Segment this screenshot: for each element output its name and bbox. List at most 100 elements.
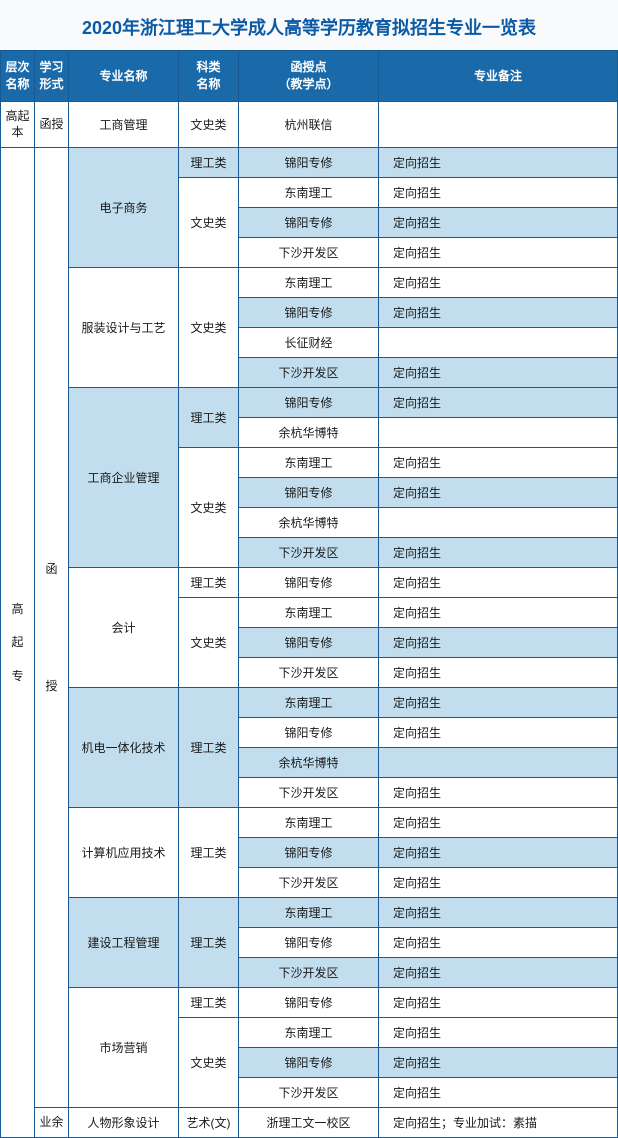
cell-category: 文史类 xyxy=(179,448,239,568)
cell-note: 定向招生 xyxy=(379,628,618,658)
cell-location: 余杭华博特 xyxy=(239,748,379,778)
cell-level: 高起本 xyxy=(1,101,35,148)
cell-location: 东南理工 xyxy=(239,688,379,718)
cell-note: 定向招生 xyxy=(379,658,618,688)
cell-category: 理工类 xyxy=(179,808,239,898)
th-level: 层次名称 xyxy=(1,51,35,102)
cell-major: 服装设计与工艺 xyxy=(69,268,179,388)
cell-note: 定向招生 xyxy=(379,898,618,928)
cell-location: 锦阳专修 xyxy=(239,718,379,748)
cell-location: 锦阳专修 xyxy=(239,628,379,658)
cell-category: 文史类 xyxy=(179,178,239,268)
cell-note: 定向招生 xyxy=(379,1048,618,1078)
cell-note: 定向招生 xyxy=(379,958,618,988)
th-form: 学习形式 xyxy=(35,51,69,102)
page-title: 2020年浙江理工大学成人高等学历教育拟招生专业一览表 xyxy=(0,0,618,50)
table-row: 服装设计与工艺文史类东南理工定向招生 xyxy=(1,268,618,298)
cell-location: 下沙开发区 xyxy=(239,1078,379,1108)
cell-note: 定向招生 xyxy=(379,208,618,238)
cell-location: 余杭华博特 xyxy=(239,508,379,538)
cell-location: 锦阳专修 xyxy=(239,838,379,868)
cell-note: 定向招生 xyxy=(379,868,618,898)
cell-location: 锦阳专修 xyxy=(239,388,379,418)
cell-note: 定向招生 xyxy=(379,538,618,568)
cell-form: 函 授 xyxy=(35,148,69,1108)
cell-location: 下沙开发区 xyxy=(239,358,379,388)
cell-location: 浙理工文一校区 xyxy=(239,1108,379,1138)
cell-major: 会计 xyxy=(69,568,179,688)
cell-note: 定向招生 xyxy=(379,238,618,268)
cell-location: 锦阳专修 xyxy=(239,478,379,508)
cell-note xyxy=(379,748,618,778)
cell-location: 余杭华博特 xyxy=(239,418,379,448)
cell-note: 定向招生；专业加试：素描 xyxy=(379,1108,618,1138)
cell-location: 下沙开发区 xyxy=(239,868,379,898)
cell-location: 东南理工 xyxy=(239,178,379,208)
cell-note: 定向招生 xyxy=(379,178,618,208)
table-row: 计算机应用技术理工类东南理工定向招生 xyxy=(1,808,618,838)
cell-location: 下沙开发区 xyxy=(239,238,379,268)
cell-location: 锦阳专修 xyxy=(239,1048,379,1078)
cell-note: 定向招生 xyxy=(379,598,618,628)
cell-category: 理工类 xyxy=(179,568,239,598)
cell-note: 定向招生 xyxy=(379,388,618,418)
cell-major: 人物形象设计 xyxy=(69,1108,179,1138)
cell-note xyxy=(379,508,618,538)
cell-location: 锦阳专修 xyxy=(239,988,379,1018)
table-row: 工商企业管理理工类锦阳专修定向招生 xyxy=(1,388,618,418)
cell-major: 工商企业管理 xyxy=(69,388,179,568)
cell-location: 下沙开发区 xyxy=(239,778,379,808)
majors-table: 层次名称 学习形式 专业名称 科类名称 函授点（教学点） 专业备注 高起本函授工… xyxy=(0,50,618,1138)
cell-major: 计算机应用技术 xyxy=(69,808,179,898)
table-header-row: 层次名称 学习形式 专业名称 科类名称 函授点（教学点） 专业备注 xyxy=(1,51,618,102)
cell-location: 东南理工 xyxy=(239,1018,379,1048)
cell-note: 定向招生 xyxy=(379,808,618,838)
cell-note: 定向招生 xyxy=(379,778,618,808)
cell-category: 理工类 xyxy=(179,898,239,988)
cell-note: 定向招生 xyxy=(379,478,618,508)
cell-major: 电子商务 xyxy=(69,148,179,268)
table-row: 会计理工类锦阳专修定向招生 xyxy=(1,568,618,598)
cell-major: 工商管理 xyxy=(69,101,179,148)
cell-location: 杭州联信 xyxy=(239,101,379,148)
cell-note: 定向招生 xyxy=(379,298,618,328)
cell-category: 文史类 xyxy=(179,1018,239,1108)
table-row: 业余人物形象设计艺术(文)浙理工文一校区定向招生；专业加试：素描 xyxy=(1,1108,618,1138)
th-note: 专业备注 xyxy=(379,51,618,102)
cell-note: 定向招生 xyxy=(379,148,618,178)
cell-note: 定向招生 xyxy=(379,268,618,298)
cell-category: 理工类 xyxy=(179,688,239,808)
cell-location: 东南理工 xyxy=(239,268,379,298)
table-row: 建设工程管理理工类东南理工定向招生 xyxy=(1,898,618,928)
cell-note xyxy=(379,418,618,448)
cell-major: 建设工程管理 xyxy=(69,898,179,988)
cell-location: 锦阳专修 xyxy=(239,148,379,178)
cell-note: 定向招生 xyxy=(379,1078,618,1108)
table-row: 高起本函授工商管理文史类杭州联信 xyxy=(1,101,618,148)
cell-note: 定向招生 xyxy=(379,568,618,598)
cell-note: 定向招生 xyxy=(379,1018,618,1048)
th-major: 专业名称 xyxy=(69,51,179,102)
cell-location: 锦阳专修 xyxy=(239,928,379,958)
cell-category: 理工类 xyxy=(179,148,239,178)
cell-note: 定向招生 xyxy=(379,358,618,388)
cell-location: 东南理工 xyxy=(239,598,379,628)
cell-location: 长征财经 xyxy=(239,328,379,358)
cell-category: 艺术(文) xyxy=(179,1108,239,1138)
cell-category: 理工类 xyxy=(179,388,239,448)
cell-form: 函授 xyxy=(35,101,69,148)
cell-location: 锦阳专修 xyxy=(239,568,379,598)
cell-note: 定向招生 xyxy=(379,928,618,958)
cell-note xyxy=(379,328,618,358)
table-row: 市场营销理工类锦阳专修定向招生 xyxy=(1,988,618,1018)
cell-location: 下沙开发区 xyxy=(239,958,379,988)
cell-major: 机电一体化技术 xyxy=(69,688,179,808)
cell-location: 东南理工 xyxy=(239,448,379,478)
cell-note: 定向招生 xyxy=(379,688,618,718)
cell-note xyxy=(379,101,618,148)
cell-location: 下沙开发区 xyxy=(239,658,379,688)
cell-category: 文史类 xyxy=(179,268,239,388)
cell-location: 东南理工 xyxy=(239,808,379,838)
table-row: 高 起 专函 授电子商务理工类锦阳专修定向招生 xyxy=(1,148,618,178)
table-row: 机电一体化技术理工类东南理工定向招生 xyxy=(1,688,618,718)
